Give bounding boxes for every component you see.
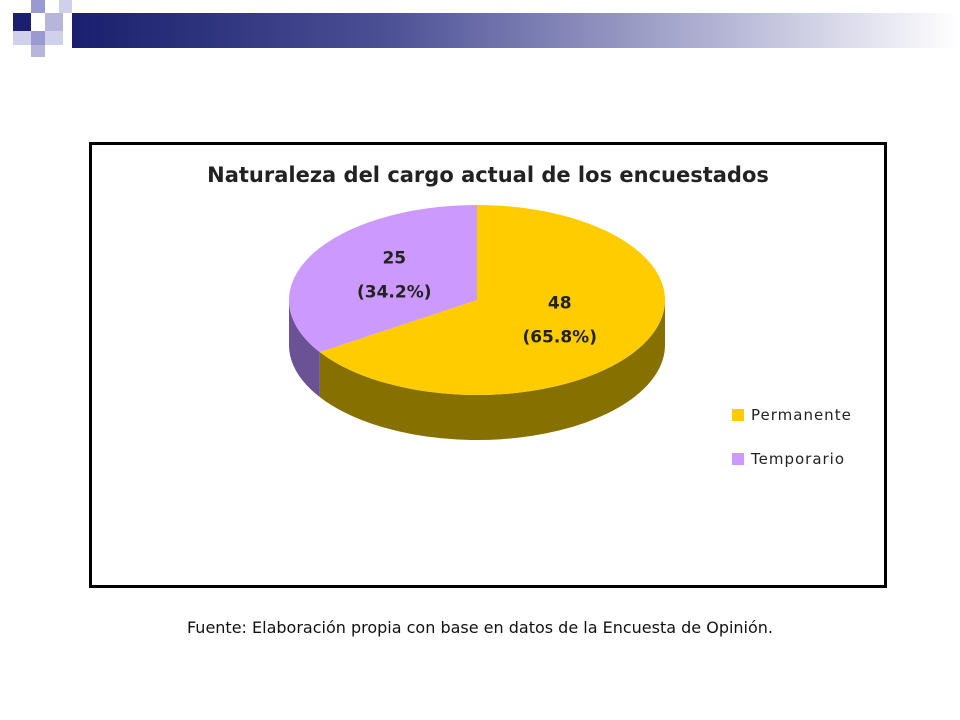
pie-chart: 48 (65.8%) 25 (34.2%) bbox=[289, 205, 666, 441]
pie-slice-side-temporario bbox=[289, 300, 320, 398]
pie-slice-side-permanente bbox=[319, 300, 665, 441]
header-square bbox=[45, 31, 63, 45]
chart-title: Naturaleza del cargo actual de los encue… bbox=[207, 163, 769, 187]
header-gradient-bar bbox=[72, 13, 960, 48]
legend-swatch bbox=[732, 409, 744, 421]
source-note: Fuente: Elaboración propia con base en d… bbox=[186, 618, 774, 637]
header-square bbox=[13, 13, 31, 31]
chart-area: Naturaleza del cargo actual de los encue… bbox=[89, 142, 887, 588]
legend-label: Temporario bbox=[751, 450, 846, 468]
header-square bbox=[13, 31, 31, 45]
header-square bbox=[59, 0, 72, 13]
pie-slice-temporario bbox=[289, 205, 477, 353]
header-square bbox=[31, 31, 45, 45]
pie-slice-permanente bbox=[319, 205, 666, 395]
data-label-value: 48 bbox=[548, 294, 572, 314]
legend-label: Permanente bbox=[751, 406, 852, 424]
chart-legend: Permanente Temporario bbox=[732, 404, 852, 492]
legend-swatch bbox=[732, 453, 744, 465]
legend-item-temporario: Temporario bbox=[732, 448, 852, 470]
slide-header-decoration bbox=[13, 0, 960, 57]
legend-item-permanente: Permanente bbox=[732, 404, 852, 426]
data-label-value: 25 bbox=[382, 248, 406, 268]
header-square bbox=[31, 0, 45, 13]
data-label-percent: (65.8%) bbox=[522, 328, 597, 348]
header-square bbox=[31, 45, 45, 57]
header-square bbox=[45, 13, 63, 31]
data-label-percent: (34.2%) bbox=[357, 282, 432, 302]
